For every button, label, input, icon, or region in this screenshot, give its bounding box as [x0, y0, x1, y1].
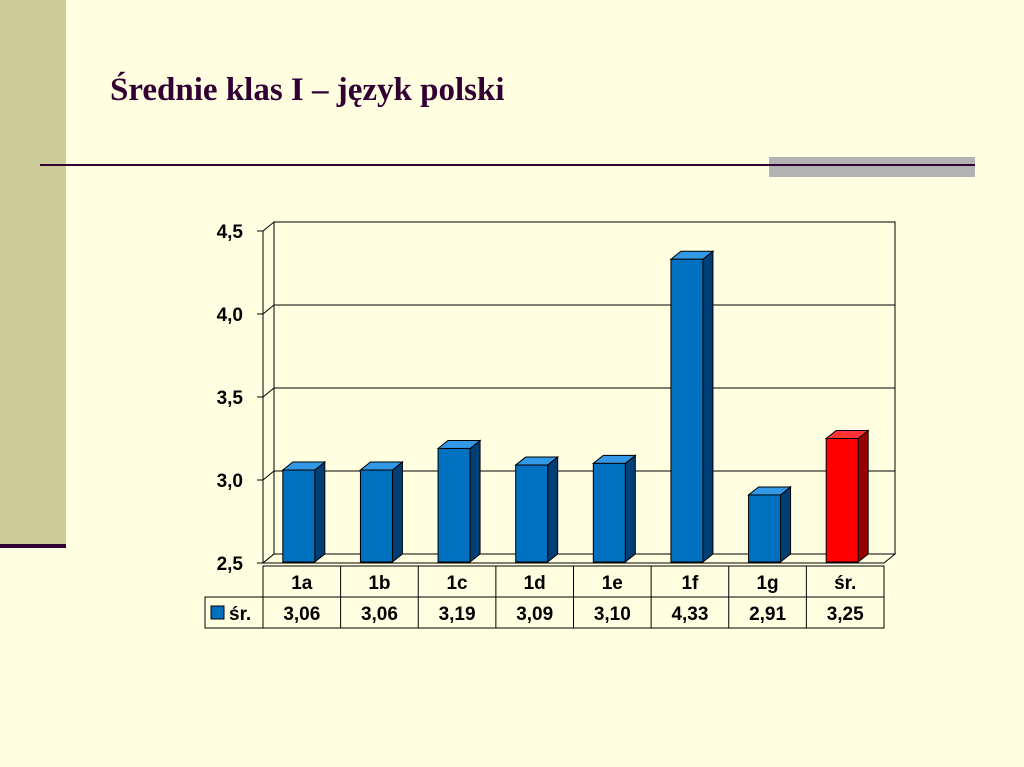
bar: [748, 494, 782, 563]
data-value-label: 2,91: [749, 604, 786, 625]
data-value-label: 3,09: [516, 604, 553, 625]
bar-side: [469, 439, 481, 564]
bar-side: [857, 429, 869, 564]
bar: [437, 447, 471, 563]
title-underline-accent: [769, 157, 975, 177]
x-category-label: śr.: [834, 573, 856, 594]
bar: [282, 469, 316, 563]
y-tick-label: 3,0: [217, 471, 243, 492]
legend-series-name: śr.: [229, 604, 251, 625]
bar: [359, 469, 393, 563]
x-category-label: 1d: [524, 573, 546, 594]
left-accent-line: [0, 544, 66, 548]
data-value-label: 3,06: [361, 604, 398, 625]
bar: [670, 258, 704, 563]
slide-title: Średnie klas I – język polski: [110, 72, 505, 108]
table-value-row: [204, 596, 885, 629]
x-category-label: 1a: [291, 573, 313, 594]
x-category-label: 1c: [446, 573, 468, 594]
bar-side: [314, 460, 326, 564]
data-value-label: 3,06: [283, 604, 320, 625]
x-category-label: 1e: [602, 573, 623, 594]
x-category-label: 1b: [368, 573, 390, 594]
bar-side: [547, 456, 559, 564]
data-value-label: 4,33: [671, 604, 708, 625]
data-value-label: 3,19: [439, 604, 476, 625]
bar-side: [624, 454, 636, 564]
bar-side: [780, 485, 792, 564]
x-category-label: 1g: [756, 573, 778, 594]
y-tick-label: 2,5: [217, 554, 244, 575]
y-tick-label: 3,5: [217, 388, 244, 409]
bar: [825, 438, 859, 563]
y-tick-label: 4,0: [217, 305, 243, 326]
legend-swatch: [210, 605, 225, 620]
bar: [515, 464, 549, 563]
data-value-label: 3,25: [827, 604, 864, 625]
bar-side: [391, 460, 403, 564]
bar: [592, 462, 626, 563]
bar-side: [702, 250, 714, 564]
title-underline: [40, 164, 780, 166]
x-category-label: 1f: [681, 573, 699, 594]
data-value-label: 3,10: [594, 604, 631, 625]
left-accent-band: [0, 0, 66, 548]
chart-floor: [261, 553, 897, 564]
y-tick-label: 4,5: [217, 222, 244, 243]
